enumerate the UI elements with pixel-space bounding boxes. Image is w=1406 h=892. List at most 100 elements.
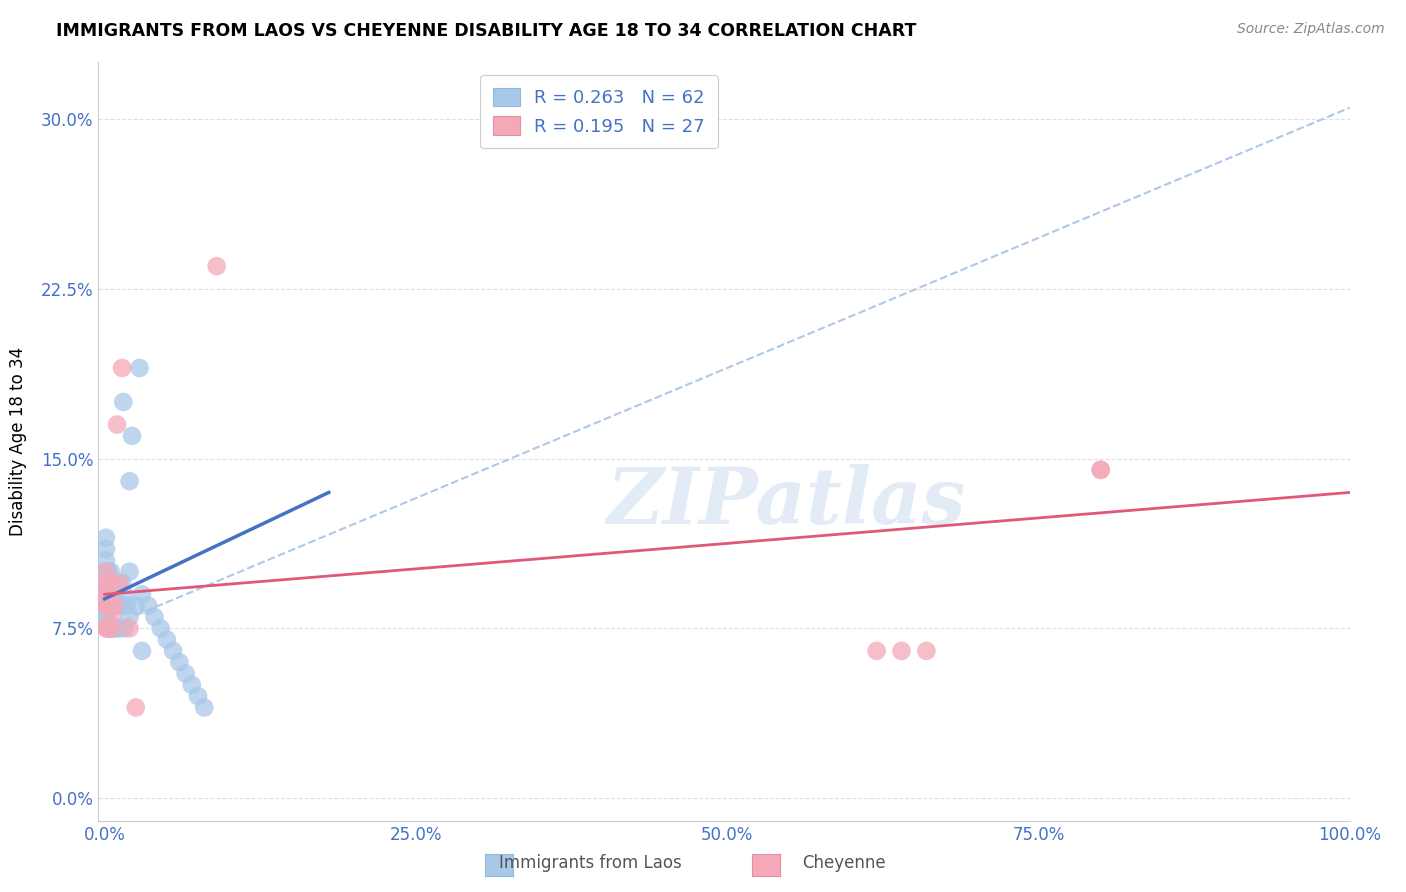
Point <box>100 621 122 635</box>
Y-axis label: Disability Age 18 to 34: Disability Age 18 to 34 <box>8 347 27 536</box>
Point <box>104 576 127 591</box>
Point <box>100 587 122 601</box>
Point <box>1090 463 1112 477</box>
Point <box>118 621 141 635</box>
Point <box>98 587 121 601</box>
Point <box>187 689 209 703</box>
Point <box>128 361 150 376</box>
Point <box>101 610 124 624</box>
Point <box>118 565 141 579</box>
Point <box>97 587 120 601</box>
Point <box>193 700 215 714</box>
Point <box>125 599 148 613</box>
Point <box>104 587 127 601</box>
Text: ZIPatlas: ZIPatlas <box>607 464 966 541</box>
Text: Immigrants from Laos: Immigrants from Laos <box>499 855 682 872</box>
Point <box>96 621 118 635</box>
Point <box>149 621 172 635</box>
Point <box>890 644 912 658</box>
Point <box>101 587 124 601</box>
Point <box>96 599 118 613</box>
Point <box>103 599 125 613</box>
Point <box>108 576 131 591</box>
Point <box>96 621 118 635</box>
Point <box>105 576 128 591</box>
Point <box>94 610 117 624</box>
Point <box>131 644 153 658</box>
Point <box>96 587 118 601</box>
Point <box>131 587 153 601</box>
Point <box>98 599 121 613</box>
Point <box>100 587 122 601</box>
Point <box>97 587 120 601</box>
Text: IMMIGRANTS FROM LAOS VS CHEYENNE DISABILITY AGE 18 TO 34 CORRELATION CHART: IMMIGRANTS FROM LAOS VS CHEYENNE DISABIL… <box>56 22 917 40</box>
Point <box>96 587 118 601</box>
Point <box>104 599 127 613</box>
Point <box>94 587 117 601</box>
Point <box>111 576 134 591</box>
Point <box>105 417 128 432</box>
Point <box>98 599 121 613</box>
Point <box>97 565 120 579</box>
Point <box>97 621 120 635</box>
Point <box>94 531 117 545</box>
Point <box>100 621 122 635</box>
Point <box>114 621 136 635</box>
Point <box>104 621 127 635</box>
Point <box>96 576 118 591</box>
Point <box>100 565 122 579</box>
Point <box>100 576 122 591</box>
Point <box>115 599 138 613</box>
Point <box>101 621 124 635</box>
Point <box>169 655 191 669</box>
Point <box>96 610 118 624</box>
Point <box>205 259 228 273</box>
Point <box>105 621 128 635</box>
Point <box>96 599 118 613</box>
Text: Cheyenne: Cheyenne <box>801 855 886 872</box>
Point <box>174 666 197 681</box>
Point <box>118 474 141 488</box>
Point <box>118 610 141 624</box>
Point <box>101 599 124 613</box>
Point <box>915 644 938 658</box>
Point <box>100 599 122 613</box>
Point <box>143 610 166 624</box>
Point <box>94 576 117 591</box>
Point <box>103 621 125 635</box>
Text: Source: ZipAtlas.com: Source: ZipAtlas.com <box>1237 22 1385 37</box>
Point <box>94 542 117 557</box>
Point <box>94 599 117 613</box>
Point <box>111 361 134 376</box>
Point <box>96 565 118 579</box>
Point <box>98 576 121 591</box>
Point <box>1090 463 1112 477</box>
Point <box>865 644 887 658</box>
Point <box>105 599 128 613</box>
Point <box>100 576 122 591</box>
Point <box>114 587 136 601</box>
Point <box>121 429 143 443</box>
Point <box>94 576 117 591</box>
Point <box>108 599 131 613</box>
Point <box>94 621 117 635</box>
Point <box>97 599 120 613</box>
Point <box>94 553 117 567</box>
Point <box>162 644 184 658</box>
Point <box>180 678 202 692</box>
Point <box>98 621 121 635</box>
Point <box>108 621 131 635</box>
Point <box>94 565 117 579</box>
Point <box>94 587 117 601</box>
Legend: R = 0.263   N = 62, R = 0.195   N = 27: R = 0.263 N = 62, R = 0.195 N = 27 <box>481 75 717 148</box>
Point <box>97 621 120 635</box>
Point <box>156 632 179 647</box>
Point <box>98 621 121 635</box>
Point <box>112 395 135 409</box>
Point <box>94 599 117 613</box>
Point <box>94 565 117 579</box>
Point <box>97 576 120 591</box>
Point <box>136 599 159 613</box>
Point <box>97 599 120 613</box>
Point <box>125 700 148 714</box>
